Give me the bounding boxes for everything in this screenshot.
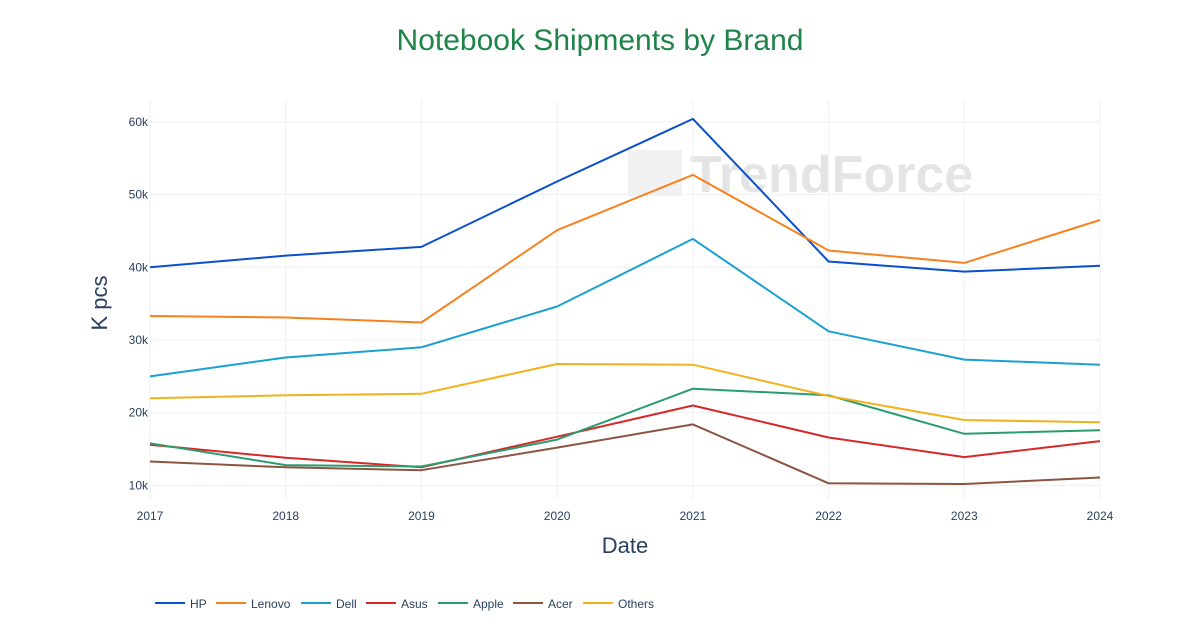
series-line-hp: [149, 117, 1101, 273]
y-axis-ticks: 10k 20k 30k 40k 50k 60k: [129, 115, 149, 493]
x-tick-label: 2021: [680, 509, 707, 523]
legend-item-asus: Asus: [366, 597, 428, 611]
grid: [149, 100, 1101, 500]
x-tick-label: 2022: [815, 509, 842, 523]
x-axis-ticks: 2017 2018 2019 2020 2021 2022 2023 2024: [137, 509, 1114, 523]
x-tick-label: 2024: [1087, 509, 1114, 523]
x-axis-title: Date: [602, 533, 648, 558]
legend-item-acer: Acer: [513, 597, 573, 611]
legend-label: Acer: [548, 597, 573, 611]
y-tick-label: 50k: [129, 188, 149, 202]
y-tick-label: 10k: [129, 478, 149, 492]
x-tick-label: 2018: [272, 509, 299, 523]
legend-label: Others: [618, 597, 654, 611]
y-tick-label: 20k: [129, 406, 149, 420]
legend-item-others: Others: [583, 597, 654, 611]
series-line-lenovo: [149, 173, 1101, 324]
series-line-asus: [149, 404, 1101, 469]
legend: HP Lenovo Dell Asus Apple Acer Others: [155, 597, 654, 611]
series-line-dell: [149, 237, 1101, 378]
legend-label: Lenovo: [251, 597, 291, 611]
y-tick-label: 30k: [129, 333, 149, 347]
legend-item-hp: HP: [155, 597, 207, 611]
series-lines: [149, 117, 1101, 485]
series-line-acer: [149, 423, 1101, 485]
legend-label: HP: [190, 597, 207, 611]
y-tick-label: 60k: [129, 115, 149, 129]
x-tick-label: 2020: [544, 509, 571, 523]
y-tick-label: 40k: [129, 260, 149, 274]
x-tick-label: 2017: [137, 509, 164, 523]
chart-title: Notebook Shipments by Brand: [397, 24, 804, 57]
legend-label: Asus: [401, 597, 428, 611]
legend-item-dell: Dell: [301, 597, 357, 611]
watermark-logo-mark: [628, 150, 682, 196]
y-axis-title: K pcs: [87, 275, 112, 330]
series-line-apple: [149, 387, 1101, 468]
legend-item-apple: Apple: [438, 597, 504, 611]
watermark-text: TrendForce: [690, 146, 973, 204]
x-tick-label: 2019: [408, 509, 435, 523]
series-line-others: [149, 363, 1101, 424]
watermark: TrendForce: [628, 146, 973, 204]
legend-item-lenovo: Lenovo: [216, 597, 291, 611]
x-tick-label: 2023: [951, 509, 978, 523]
legend-label: Dell: [336, 597, 357, 611]
legend-label: Apple: [473, 597, 504, 611]
